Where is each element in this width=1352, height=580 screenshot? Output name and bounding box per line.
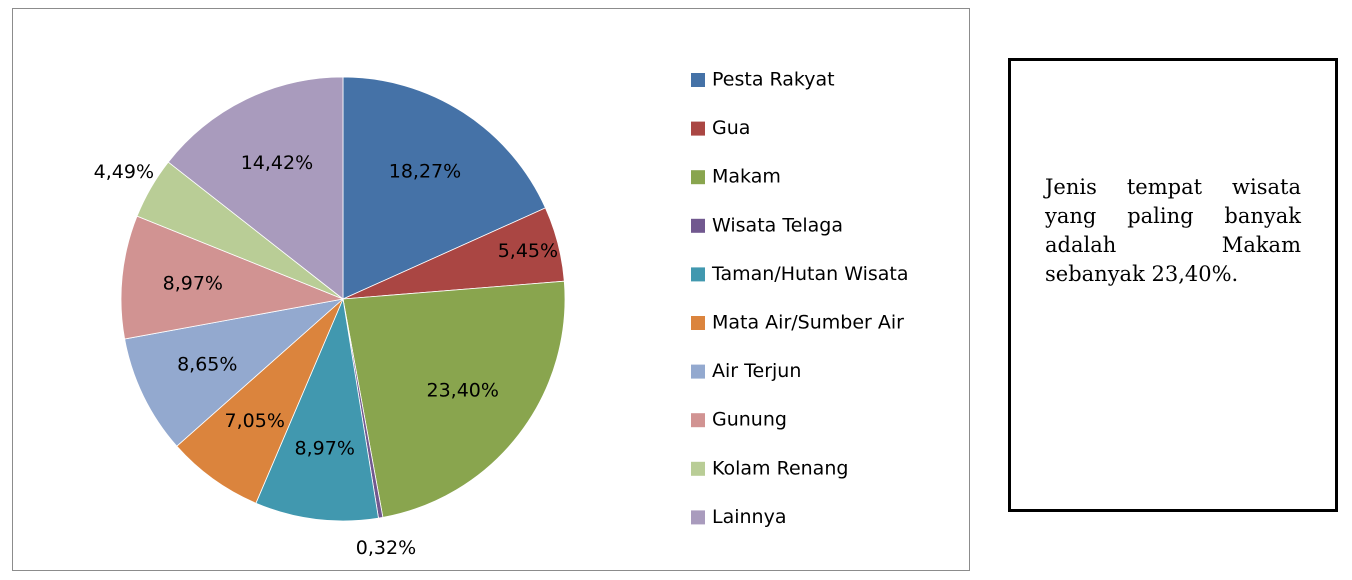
pie-slice (255, 297, 379, 522)
legend-label: Gua (712, 117, 750, 139)
legend-label: Pesta Rakyat (712, 69, 835, 91)
note-text: Jenis tempat wisata yang paling banyak a… (1045, 175, 1301, 286)
chart: 18,27% 5,45% 23,40% 0,32% 8,97% 7,05% 8,65% 8,9… (12, 8, 970, 571)
legend-swatch (691, 510, 705, 525)
data-label: 7,05% (225, 410, 285, 432)
legend-swatch (691, 73, 705, 87)
legend-label: Air Terjun (712, 360, 801, 382)
data-label: 8,97% (163, 272, 223, 294)
data-label: 14,42% (241, 152, 313, 174)
legend-label: Taman/Hutan Wisata (711, 263, 909, 285)
legend-label: Lainnya (712, 506, 786, 528)
legend-swatch (691, 461, 705, 476)
data-label: 8,97% (295, 437, 355, 459)
pie-slice (167, 76, 344, 300)
data-label: 23,40% (426, 379, 498, 401)
pie-slice (120, 215, 345, 340)
data-label: 18,27% (389, 161, 461, 183)
data-label: 4,49% (94, 161, 154, 183)
legend-label: Mata Air/Sumber Air (712, 312, 904, 334)
data-label: 5,45% (498, 240, 558, 262)
legend-swatch (691, 364, 705, 379)
data-label: 0,32% (356, 537, 416, 559)
legend-label: Wisata Telaga (712, 214, 843, 236)
legend-swatch (691, 121, 705, 136)
note-box: Jenis tempat wisata yang paling banyak a… (1008, 58, 1338, 512)
pie-slice (342, 280, 566, 518)
legend-swatch (691, 413, 705, 428)
legend-swatch (691, 316, 705, 330)
legend-label: Makam (712, 166, 781, 188)
legend-label: Gunung (712, 409, 787, 431)
data-label: 8,65% (177, 354, 237, 376)
legend-swatch (691, 218, 705, 233)
pie-slice (342, 76, 546, 300)
legend-swatch (691, 267, 705, 282)
legend-label: Kolam Renang (712, 457, 848, 479)
legend-swatch (691, 170, 705, 185)
pie-slice (124, 298, 345, 447)
